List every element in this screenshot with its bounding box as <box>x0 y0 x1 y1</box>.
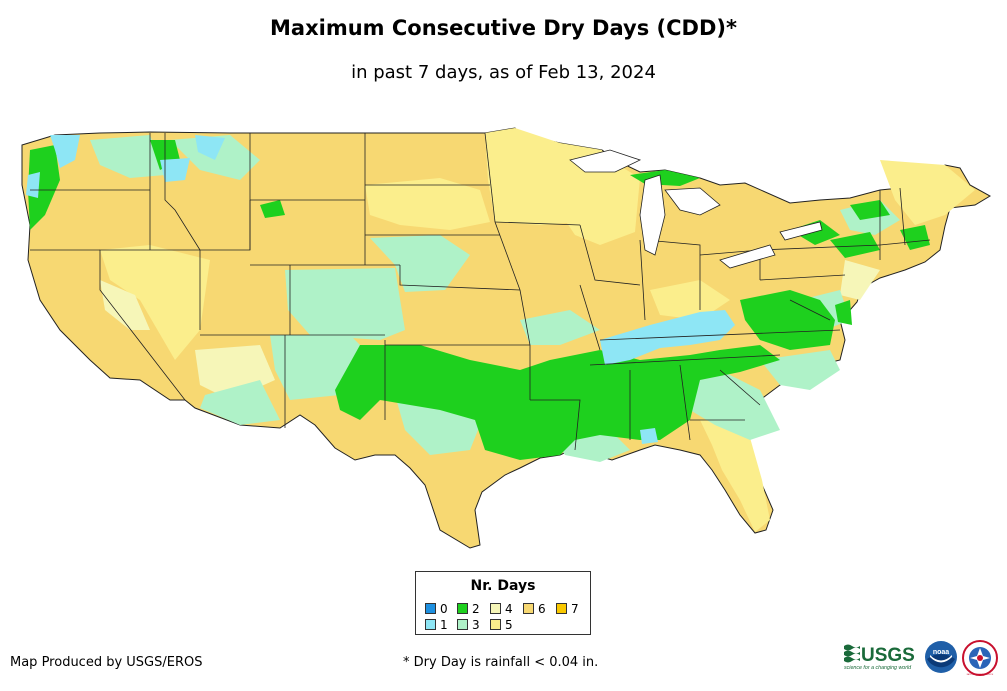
legend-item-3: 3 <box>457 619 480 631</box>
legend-swatch <box>556 603 567 614</box>
legend-item-2: 2 <box>457 603 480 615</box>
legend-swatch <box>425 603 436 614</box>
legend-swatch <box>490 603 501 614</box>
usgs-tagline: science for a changing world <box>844 665 912 671</box>
map-credit: Map Produced by USGS/EROS <box>10 655 203 670</box>
usgs-wordmark: USGS <box>861 645 915 666</box>
state-boundaries <box>30 132 931 451</box>
map-subtitle: in past 7 days, as of Feb 13, 2024 <box>351 62 656 83</box>
map-title: Maximum Consecutive Dry Days (CDD)* <box>270 16 737 40</box>
nws-logo: NATIONAL WEATHER SERVICE <box>962 640 998 676</box>
legend-swatch <box>457 603 468 614</box>
legend-swatch <box>523 603 534 614</box>
legend-swatch <box>490 619 501 630</box>
legend-item-6: 6 <box>523 603 546 615</box>
legend-swatch <box>425 619 436 630</box>
legend-item-5: 5 <box>490 619 513 631</box>
nws-wordmark: NATIONAL WEATHER SERVICE <box>967 673 994 676</box>
usgs-logo: USGS science for a changing world <box>844 644 915 671</box>
legend-title: Nr. Days <box>470 578 536 594</box>
legend-item-7: 7 <box>556 603 579 615</box>
great-lakes <box>569 149 823 269</box>
dry-day-note: * Dry Day is rainfall < 0.04 in. <box>403 655 599 670</box>
legend-item-0: 0 <box>425 603 448 615</box>
legend-item-4: 4 <box>490 603 513 615</box>
noaa-wordmark: noaa <box>933 649 949 656</box>
legend: Nr. Days 0 1 2 3 4 5 6 7 <box>415 571 591 635</box>
legend-swatch <box>457 619 468 630</box>
legend-item-1: 1 <box>425 619 448 631</box>
noaa-logo: noaa <box>925 641 957 673</box>
